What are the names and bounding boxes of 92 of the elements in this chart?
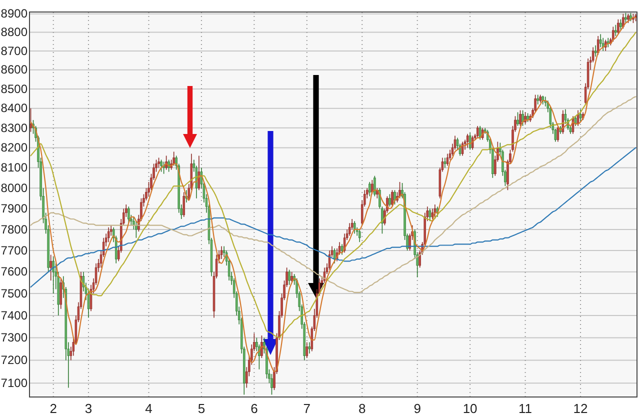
- candlestick: [107, 226, 110, 242]
- candlestick: [478, 126, 482, 140]
- candlestick: [50, 254, 52, 281]
- candlestick: [434, 204, 436, 220]
- candlestick: [519, 110, 522, 126]
- candlestick: [579, 108, 582, 122]
- y-tick-label: 7400: [0, 308, 28, 322]
- y-tick-label: 7900: [0, 201, 28, 216]
- candlestick: [52, 256, 54, 294]
- candlestick: [371, 180, 374, 195]
- candlestick: [596, 36, 600, 56]
- candlestick: [308, 342, 311, 354]
- x-tick-label: 8: [358, 401, 366, 416]
- y-tick-label: 7500: [0, 286, 28, 300]
- line-series: [30, 96, 636, 294]
- candlestick: [466, 133, 469, 148]
- y-tick-label: 8600: [0, 62, 28, 77]
- candlestick: [374, 175, 376, 197]
- candlestick: [135, 220, 138, 238]
- candlestick: [165, 155, 168, 170]
- y-tick-label: 7800: [0, 222, 28, 236]
- candlestick: [328, 250, 331, 270]
- candlestick: [446, 153, 449, 166]
- candlestick: [476, 126, 479, 138]
- y-tick-label: 8300: [0, 120, 28, 135]
- candlestick: [536, 94, 539, 105]
- candlestick: [556, 126, 560, 142]
- candlestick: [522, 110, 524, 126]
- candlestick: [128, 206, 130, 224]
- candlestick: [428, 208, 432, 222]
- candlestick: [622, 13, 624, 29]
- candlestick: [340, 244, 344, 256]
- x-tick-label: 2: [50, 401, 57, 416]
- x-tick-label: 6: [250, 401, 258, 416]
- y-tick-label: 8000: [0, 180, 28, 195]
- candlestick: [599, 34, 602, 48]
- candlestick: [182, 192, 186, 218]
- x-tick-label: 10: [462, 401, 478, 416]
- candlestick: [348, 222, 351, 236]
- candlestick: [627, 13, 630, 24]
- candlestick: [602, 37, 604, 52]
- y-tick-label: 8900: [0, 6, 28, 21]
- x-tick-label: 7: [303, 401, 311, 416]
- candlestick: [431, 208, 434, 220]
- candlestick: [260, 335, 263, 358]
- candlestick: [617, 18, 620, 35]
- y-tick-label: 7700: [0, 243, 28, 258]
- candlestick: [160, 159, 162, 172]
- candlestick: [323, 267, 326, 284]
- candlestick: [270, 374, 273, 396]
- candlestick: [612, 26, 614, 42]
- candlestick: [562, 110, 564, 134]
- candlestick: [288, 269, 290, 286]
- candlestick: [574, 116, 577, 126]
- x-tick-label: 9: [414, 401, 421, 416]
- y-tick-label: 7200: [0, 353, 28, 368]
- candlestick: [594, 44, 597, 58]
- y-tick-label: 8700: [0, 44, 28, 58]
- candlestick: [398, 182, 401, 199]
- candlestick: [60, 278, 62, 310]
- y-tick-label: 8500: [0, 82, 28, 96]
- candlestick: [172, 151, 175, 166]
- x-tick-label: 3: [84, 401, 92, 416]
- candlestick: [444, 157, 446, 168]
- y-tick-label: 7300: [0, 330, 28, 345]
- candlestick: [388, 194, 391, 207]
- y-tick-label: 8200: [0, 140, 28, 155]
- candlestick: [576, 110, 580, 126]
- candlestick: [333, 248, 336, 264]
- x-tick-label: 12: [573, 401, 588, 416]
- candlestick: [220, 246, 223, 260]
- candlestick: [358, 229, 361, 242]
- y-tick-label: 8800: [0, 25, 28, 40]
- candlestick: [468, 132, 472, 150]
- candlestick: [368, 182, 371, 197]
- y-tick-label: 8400: [0, 101, 28, 116]
- candlestick: [198, 155, 200, 191]
- x-tick-label: 11: [518, 401, 532, 416]
- x-tick-label: 5: [198, 401, 206, 416]
- y-tick-label: 7100: [0, 376, 28, 390]
- candlestick: [614, 24, 617, 36]
- y-tick-label: 8100: [0, 160, 28, 175]
- candlestick: [394, 190, 396, 205]
- candlestick: [516, 112, 519, 126]
- candlestick: [353, 220, 356, 234]
- candlestick: [620, 18, 622, 31]
- y-tick-label: 7600: [0, 264, 28, 279]
- candlestick: [306, 342, 308, 358]
- line-series: [30, 147, 636, 288]
- candlestick: [158, 157, 160, 168]
- candlestick: [461, 141, 464, 156]
- x-tick-label: 4: [145, 401, 152, 416]
